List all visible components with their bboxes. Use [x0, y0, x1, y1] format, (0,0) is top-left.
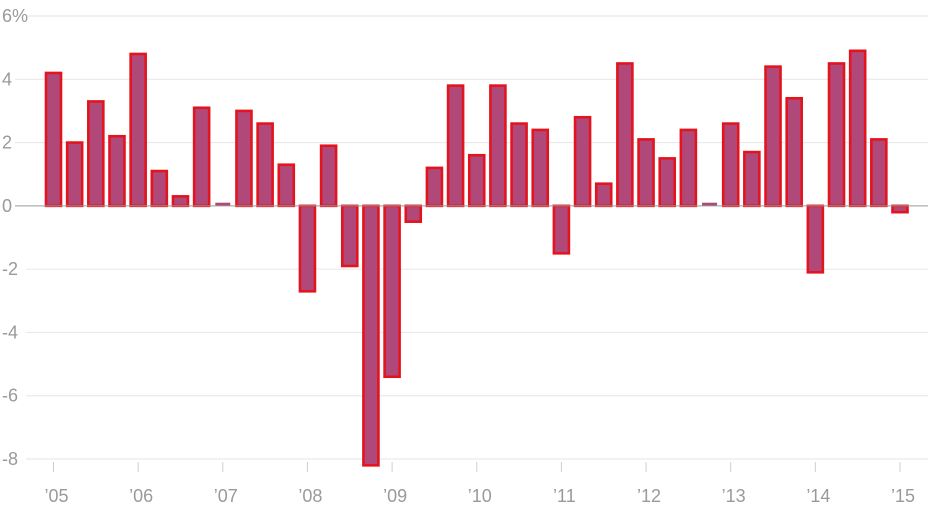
bar-37 — [827, 62, 846, 208]
y-tick-label-6: -6 — [2, 386, 18, 406]
x-tick-label-4: ’09 — [383, 486, 407, 506]
bar-35 — [785, 96, 803, 208]
bar-14 — [340, 204, 359, 268]
y-tick-label-4: -2 — [2, 259, 18, 279]
x-tick-label-3: ’08 — [298, 486, 322, 506]
x-tick-label-10: ’15 — [891, 486, 915, 506]
x-tick-label-2: ’07 — [214, 486, 238, 506]
bar-22 — [510, 122, 528, 208]
bar-15 — [362, 204, 380, 467]
bars — [44, 49, 909, 467]
bar-40 — [891, 204, 909, 214]
bar-1 — [65, 141, 84, 208]
y-tick-bg-2 — [0, 130, 15, 155]
x-tick-label-9: ’14 — [806, 486, 830, 506]
x-tick-label-6: ’11 — [553, 486, 576, 506]
bar-17 — [404, 204, 423, 223]
bar-27 — [616, 62, 634, 208]
bar-9 — [235, 109, 253, 208]
bar-0 — [44, 71, 63, 208]
x-tick-label-0: ’05 — [44, 486, 68, 506]
bar-13 — [319, 144, 338, 208]
x-axis: ’05 ’06 ’07 ’08 ’09 ’10 ’11 ’12 ’13 ’14 ’15 — [44, 462, 915, 506]
y-tick-bg-7 — [0, 447, 26, 471]
bar-7 — [192, 106, 211, 208]
y-tick-label-3: 0 — [2, 196, 12, 216]
bar-18 — [425, 166, 444, 208]
bar-8 — [215, 202, 231, 206]
bar-25 — [573, 115, 592, 208]
bar-34 — [764, 65, 782, 208]
bar-6 — [171, 195, 190, 208]
bar-3 — [108, 134, 126, 208]
bar-21 — [489, 84, 507, 208]
bar-24 — [552, 204, 571, 255]
y-tick-label-1: 4 — [2, 69, 12, 89]
bar-38 — [848, 49, 867, 208]
y-tick-bg-6 — [0, 383, 26, 408]
bar-33 — [743, 150, 761, 208]
bar-39 — [870, 138, 888, 208]
bar-10 — [256, 122, 274, 208]
x-tick-label-8: ’13 — [722, 486, 746, 506]
bar-16 — [383, 204, 401, 379]
bar-19 — [446, 84, 465, 208]
bar-23 — [531, 128, 550, 208]
y-tick-bg-4 — [0, 257, 26, 282]
bar-31 — [702, 202, 718, 206]
x-tick-label-5: ’10 — [468, 486, 492, 506]
y-tick-bg-1 — [0, 67, 15, 92]
y-tick-bg-5 — [0, 320, 26, 345]
y-axis: 6% 4 2 0 -2 -4 -6 -8 — [0, 4, 28, 471]
bar-4 — [129, 52, 147, 208]
x-tick-label-7: ’12 — [637, 486, 661, 506]
bar-12 — [298, 204, 317, 293]
y-tick-bg-3 — [0, 193, 15, 218]
bar-30 — [679, 128, 698, 208]
bar-11 — [277, 163, 296, 208]
bar-20 — [467, 153, 486, 208]
bar-2 — [87, 100, 105, 208]
x-tick-label-1: ’06 — [129, 486, 153, 506]
y-tick-label-5: -4 — [2, 322, 18, 342]
bar-36 — [806, 204, 825, 274]
bar-26 — [594, 182, 613, 208]
bar-5 — [150, 169, 169, 208]
bar-32 — [721, 122, 740, 208]
bar-29 — [658, 157, 677, 208]
y-tick-label-0: 6% — [2, 6, 28, 26]
y-tick-label-2: 2 — [2, 133, 12, 153]
y-tick-bg-0 — [0, 4, 26, 28]
bar-28 — [637, 138, 655, 208]
y-tick-label-7: -8 — [2, 449, 18, 469]
